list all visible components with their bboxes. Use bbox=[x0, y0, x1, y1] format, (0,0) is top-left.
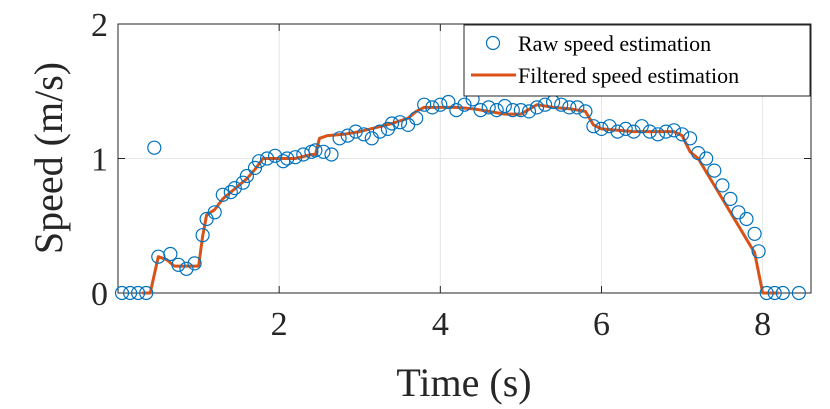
raw-speed-point bbox=[751, 244, 766, 259]
raw-speed-point bbox=[626, 124, 641, 139]
raw-speed-point bbox=[650, 127, 666, 142]
filtered-series bbox=[142, 103, 779, 295]
x-axis-label: Time (s) bbox=[396, 360, 531, 405]
raw-speed-point bbox=[554, 97, 569, 112]
raw-speed-point bbox=[602, 119, 617, 134]
raw-speed-point bbox=[123, 285, 138, 301]
raw-speed-point bbox=[139, 285, 154, 301]
raw-speed-point bbox=[767, 285, 782, 301]
raw-speed-point bbox=[699, 151, 714, 166]
raw-speed-point bbox=[505, 102, 520, 118]
raw-speed-point bbox=[195, 228, 210, 243]
raw-speed-point bbox=[147, 140, 162, 155]
raw-speed-point bbox=[578, 104, 593, 119]
raw-speed-point bbox=[332, 131, 347, 146]
raw-speed-point bbox=[324, 147, 339, 162]
raw-speed-point bbox=[401, 117, 416, 133]
y-tick-label: 2 bbox=[91, 7, 108, 44]
raw-speed-point bbox=[340, 128, 355, 143]
raw-speed-point bbox=[570, 100, 585, 115]
raw-speed-point bbox=[316, 144, 331, 159]
raw-speed-point bbox=[481, 100, 496, 115]
raw-speed-point bbox=[251, 154, 267, 169]
raw-speed-point bbox=[457, 97, 472, 112]
raw-speed-point bbox=[739, 211, 754, 227]
raw-speed-point bbox=[497, 98, 512, 114]
filtered-speed-line bbox=[142, 103, 779, 295]
raw-speed-point bbox=[171, 257, 186, 272]
raw-speed-point bbox=[308, 143, 323, 158]
raw-speed-point bbox=[433, 97, 448, 112]
raw-speed-point bbox=[260, 151, 275, 166]
legend: Raw speed estimation Filtered speed esti… bbox=[463, 24, 811, 97]
raw-speed-point bbox=[775, 285, 790, 301]
raw-speed-point bbox=[594, 121, 609, 136]
raw-speed-point bbox=[356, 127, 371, 142]
raw-speed-point bbox=[449, 102, 464, 118]
raw-speed-point bbox=[521, 104, 537, 119]
raw-speed-point bbox=[691, 146, 706, 161]
raw-speed-point bbox=[634, 119, 649, 134]
raw-speed-point bbox=[562, 100, 577, 115]
raw-speed-point bbox=[723, 191, 738, 206]
raw-speed-point bbox=[759, 285, 774, 301]
raw-speed-point bbox=[529, 100, 545, 115]
x-axis-ticks: 2 4 6 8 bbox=[271, 24, 771, 343]
x-tick-label: 8 bbox=[754, 306, 771, 343]
raw-speed-point bbox=[747, 226, 762, 241]
raw-speed-point bbox=[215, 187, 230, 202]
raw-speed-point bbox=[537, 97, 553, 112]
raw-speed-point bbox=[239, 168, 254, 184]
legend-filtered-label: Filtered speed estimation bbox=[518, 63, 739, 88]
y-axis-label: Speed (m/s) bbox=[26, 62, 71, 254]
raw-speed-point bbox=[392, 115, 408, 130]
raw-speed-point bbox=[417, 97, 432, 112]
raw-speed-point bbox=[384, 116, 400, 131]
raw-speed-point bbox=[187, 256, 202, 271]
raw-speed-point bbox=[163, 246, 178, 262]
raw-speed-point bbox=[235, 175, 250, 190]
raw-speed-point bbox=[441, 94, 456, 110]
raw-speed-point bbox=[207, 205, 222, 220]
raw-series bbox=[114, 92, 807, 301]
raw-speed-point bbox=[513, 102, 529, 118]
raw-speed-point bbox=[610, 124, 625, 139]
x-tick-label: 4 bbox=[432, 306, 449, 343]
raw-speed-point bbox=[666, 123, 682, 138]
raw-speed-point bbox=[618, 121, 633, 136]
y-tick-label: 0 bbox=[91, 276, 108, 313]
raw-speed-point bbox=[114, 285, 130, 301]
raw-speed-point bbox=[131, 285, 146, 301]
raw-speed-point bbox=[642, 124, 657, 139]
raw-speed-point bbox=[473, 102, 488, 118]
raw-speed-point bbox=[364, 131, 379, 146]
raw-speed-point bbox=[288, 150, 303, 165]
raw-speed-point bbox=[682, 131, 698, 146]
raw-speed-point bbox=[791, 285, 807, 301]
raw-speed-point bbox=[227, 181, 242, 196]
y-tick-label: 1 bbox=[91, 142, 108, 179]
legend-raw-label: Raw speed estimation bbox=[518, 31, 711, 56]
legend-raw-marker bbox=[485, 35, 501, 51]
raw-speed-point bbox=[247, 160, 263, 175]
raw-speed-point bbox=[731, 205, 746, 220]
raw-speed-point bbox=[348, 124, 363, 139]
raw-speed-point bbox=[372, 124, 387, 139]
raw-speed-point bbox=[586, 119, 601, 134]
legend-box bbox=[463, 24, 811, 97]
x-tick-label: 2 bbox=[271, 306, 288, 343]
raw-speed-point bbox=[280, 151, 295, 166]
x-tick-label: 6 bbox=[593, 306, 610, 343]
raw-speed-point bbox=[409, 111, 424, 126]
raw-speed-point bbox=[223, 185, 238, 200]
raw-speed-point bbox=[707, 163, 722, 178]
raw-speed-point bbox=[425, 100, 440, 115]
raw-speed-point bbox=[715, 178, 730, 193]
raw-speed-point bbox=[658, 124, 674, 139]
raw-speed-point bbox=[380, 121, 395, 136]
raw-speed-point bbox=[674, 127, 690, 142]
raw-speed-point bbox=[179, 261, 194, 276]
raw-speed-point bbox=[489, 102, 504, 118]
